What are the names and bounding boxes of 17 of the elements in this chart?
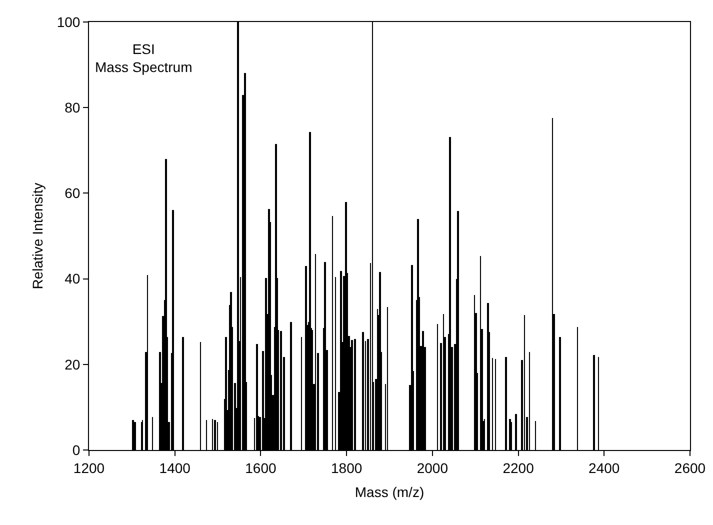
x-tick-label: 1400 bbox=[159, 460, 191, 476]
x-tick-label: 2000 bbox=[416, 460, 448, 476]
x-tick-label: 2600 bbox=[674, 460, 706, 476]
x-tick-label: 1200 bbox=[73, 460, 105, 476]
x-tick-label: 1600 bbox=[245, 460, 276, 476]
y-tick-label: 20 bbox=[64, 356, 80, 372]
y-tick-label: 60 bbox=[64, 185, 80, 202]
annotation: ESI Mass Spectrum bbox=[95, 41, 192, 76]
y-tick-label: 40 bbox=[64, 270, 80, 287]
y-axis-title: Relative Intensity bbox=[29, 182, 46, 290]
x-tick-label: 2200 bbox=[502, 460, 534, 476]
y-tick-label: 0 bbox=[72, 442, 80, 458]
y-tick-label: 80 bbox=[64, 100, 80, 116]
y-tick-label: 100 bbox=[56, 14, 80, 30]
x-axis-title: Mass (m/z) bbox=[354, 484, 424, 500]
x-tick-label: 1800 bbox=[330, 460, 362, 476]
x-tick-label: 2400 bbox=[588, 460, 620, 476]
